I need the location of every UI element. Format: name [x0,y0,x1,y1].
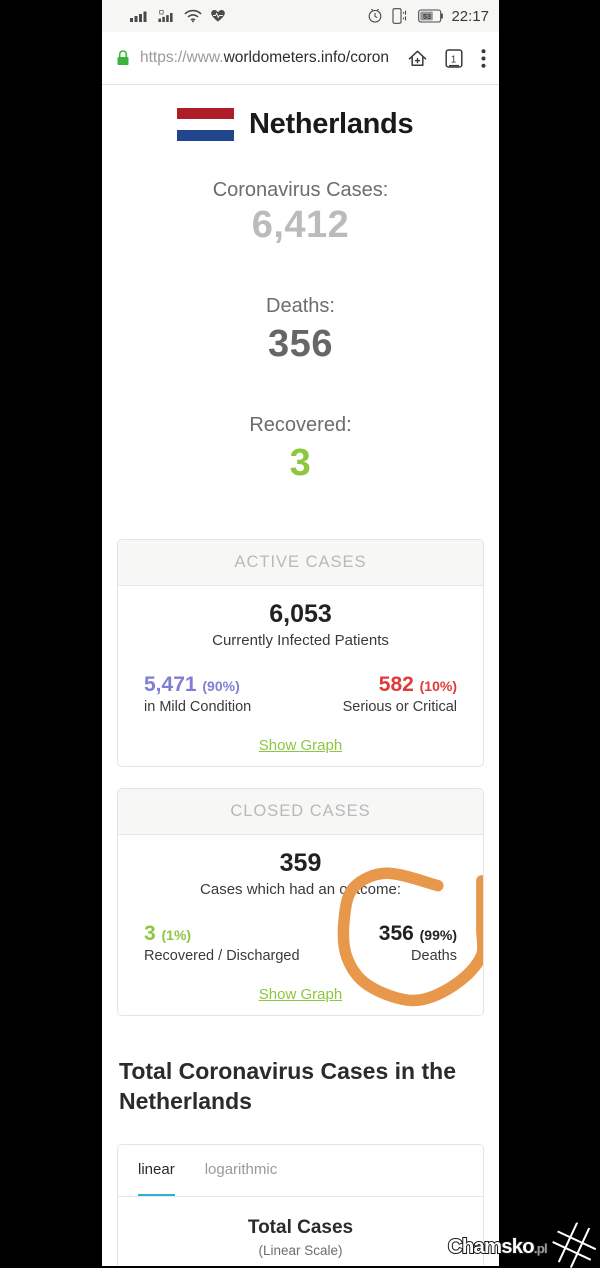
svg-text:53: 53 [423,12,431,21]
svg-text:1: 1 [451,54,457,65]
